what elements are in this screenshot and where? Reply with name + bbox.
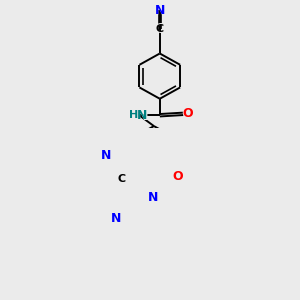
Text: N: N: [101, 149, 111, 162]
Text: O: O: [172, 169, 183, 182]
Text: C: C: [117, 174, 125, 184]
Text: C: C: [155, 22, 165, 36]
Text: N: N: [100, 148, 112, 163]
Text: O: O: [182, 106, 195, 121]
Text: O: O: [183, 107, 194, 120]
Text: C: C: [156, 24, 164, 34]
Text: N: N: [111, 212, 121, 225]
Text: N: N: [154, 4, 165, 16]
Text: H: H: [128, 108, 139, 122]
Text: N: N: [110, 211, 122, 226]
Text: N: N: [153, 3, 166, 18]
Text: H: H: [129, 110, 138, 120]
Text: O: O: [171, 169, 184, 184]
Text: N: N: [147, 191, 158, 205]
Text: N: N: [136, 109, 147, 122]
Text: N: N: [135, 108, 148, 123]
Text: C: C: [116, 172, 126, 186]
Text: N: N: [146, 190, 159, 206]
